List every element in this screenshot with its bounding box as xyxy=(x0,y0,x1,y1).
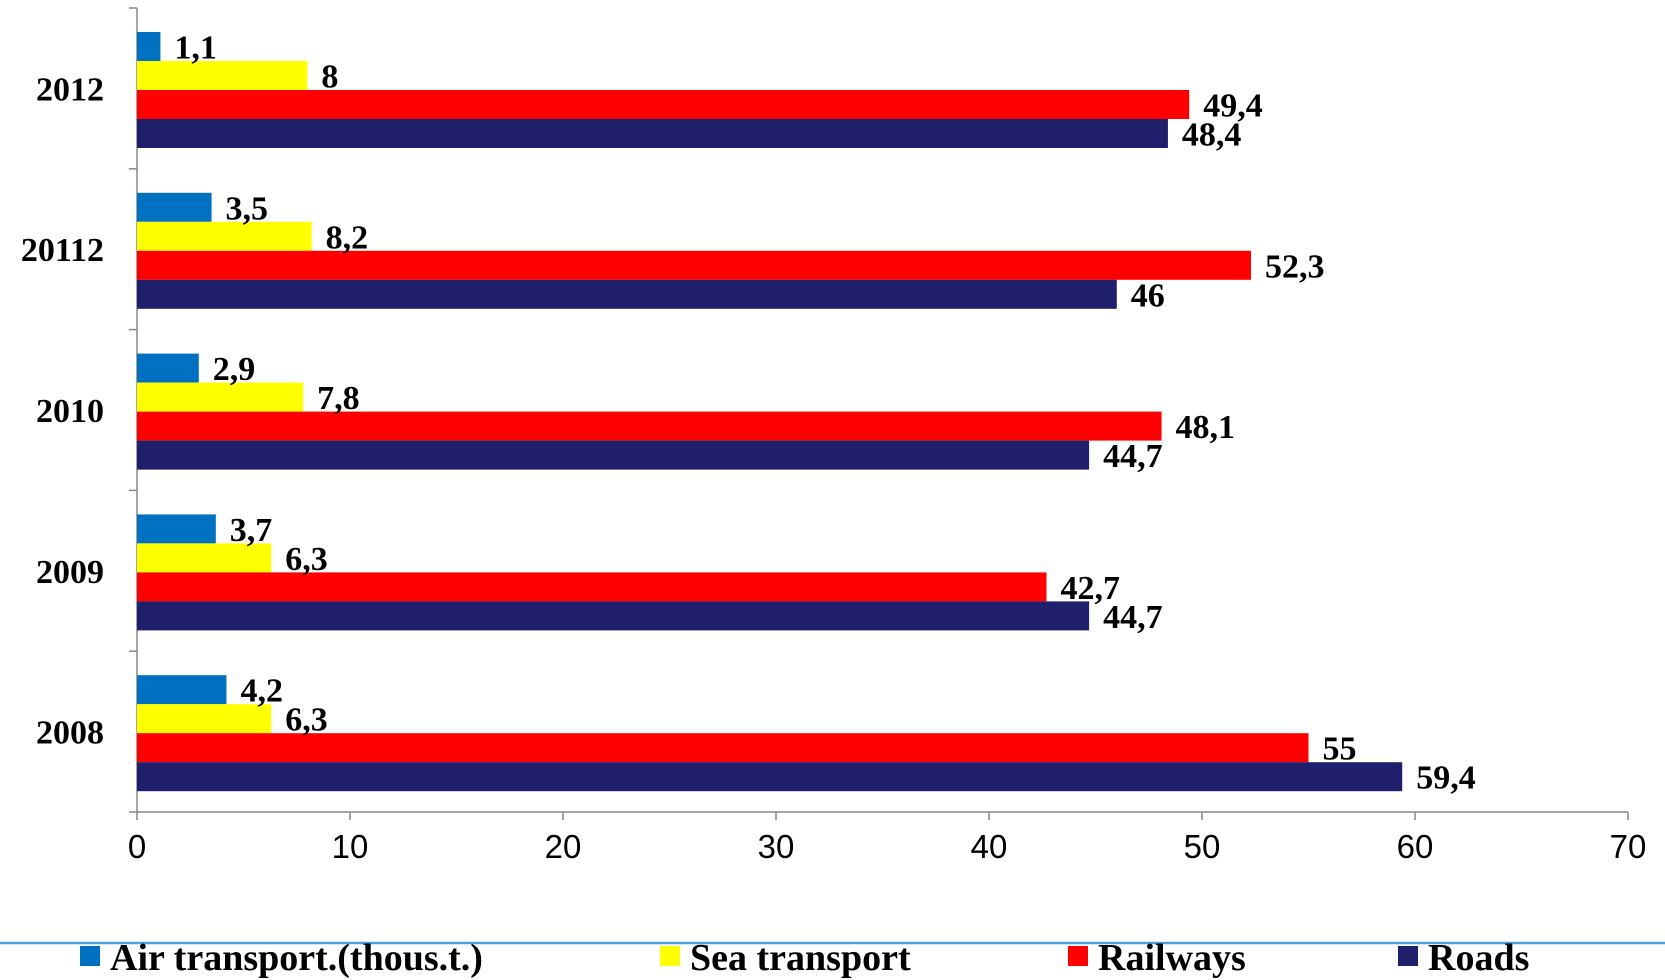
bar-sea-transport-2008 xyxy=(137,704,272,734)
data-label-sea-transport-20112: 8,2 xyxy=(326,219,369,256)
legend-label-roads: Roads xyxy=(1428,937,1529,979)
category-label-20112: 20112 xyxy=(21,232,104,269)
bar-air-transport-thous-t-2010 xyxy=(137,353,199,383)
data-label-air-transport-thous-t-2012: 1,1 xyxy=(174,30,217,67)
data-label-roads-2010: 44,7 xyxy=(1103,438,1163,475)
data-label-sea-transport-2012: 8 xyxy=(321,59,338,96)
category-label-2010: 2010 xyxy=(36,393,104,430)
data-label-railways-20112: 52,3 xyxy=(1265,248,1325,285)
x-tick-label: 60 xyxy=(1397,828,1434,865)
bar-roads-2008 xyxy=(137,762,1403,792)
data-label-air-transport-thous-t-2010: 2,9 xyxy=(213,351,256,388)
data-label-railways-2010: 48,1 xyxy=(1176,409,1236,446)
legend-swatch-roads xyxy=(1398,946,1418,966)
chart-legend: Air transport.(thous.t.) Sea transport Rai… xyxy=(0,937,1665,979)
bar-roads-20112 xyxy=(137,279,1117,309)
category-label-2009: 2009 xyxy=(36,554,104,591)
bar-roads-2010 xyxy=(137,440,1090,470)
bar-sea-transport-20112 xyxy=(137,221,312,251)
x-tick-label: 0 xyxy=(128,828,146,865)
data-label-roads-2012: 48,4 xyxy=(1182,117,1242,154)
legend-label-sea-transport: Sea transport xyxy=(690,937,911,979)
bar-sea-transport-2009 xyxy=(137,543,272,573)
bar-air-transport-thous-t-2012 xyxy=(137,32,161,61)
bar-railways-20112 xyxy=(137,250,1251,280)
bar-railways-2012 xyxy=(137,90,1190,119)
legend-swatch-railways xyxy=(1068,946,1088,966)
chart-bars xyxy=(137,32,1403,792)
data-label-railways-2009: 42,7 xyxy=(1061,570,1121,607)
legend-label-air-transport-thous-t: Air transport.(thous.t.) xyxy=(110,937,483,979)
data-label-railways-2012: 49,4 xyxy=(1203,88,1263,125)
bar-sea-transport-2010 xyxy=(137,382,304,412)
chart-axes: 0 10 20 30 40 50 60 70 xyxy=(128,7,1647,865)
data-label-roads-2008: 59,4 xyxy=(1416,760,1476,797)
bar-air-transport-thous-t-2008 xyxy=(137,675,227,705)
data-label-roads-20112: 46 xyxy=(1131,277,1165,314)
x-tick-label: 50 xyxy=(1184,828,1221,865)
bar-air-transport-thous-t-20112 xyxy=(137,192,212,222)
bar-railways-2009 xyxy=(137,572,1047,602)
bar-roads-2012 xyxy=(137,119,1168,148)
data-label-sea-transport-2010: 7,8 xyxy=(317,380,360,417)
data-label-roads-2009: 44,7 xyxy=(1103,599,1163,636)
bar-railways-2010 xyxy=(137,411,1162,441)
bar-railways-2008 xyxy=(137,733,1309,763)
data-label-sea-transport-2009: 6,3 xyxy=(285,541,328,578)
data-label-sea-transport-2008: 6,3 xyxy=(285,702,328,739)
x-tick-label: 20 xyxy=(545,828,582,865)
x-tick-label: 40 xyxy=(971,828,1008,865)
legend-label-railways: Railways xyxy=(1098,937,1246,979)
bar-sea-transport-2012 xyxy=(137,61,308,90)
legend-swatch-air-transport-thous-t xyxy=(80,946,100,966)
data-label-air-transport-thous-t-2008: 4,2 xyxy=(240,673,283,710)
legend-swatch-sea-transport xyxy=(660,946,680,966)
x-tick-label: 70 xyxy=(1610,828,1647,865)
bar-roads-2009 xyxy=(137,601,1090,631)
category-label-2008: 2008 xyxy=(36,715,104,752)
category-label-2012: 2012 xyxy=(36,71,104,108)
data-label-air-transport-thous-t-20112: 3,5 xyxy=(226,190,268,227)
x-tick-label: 30 xyxy=(758,828,795,865)
data-label-railways-2008: 55 xyxy=(1323,731,1357,768)
chart-labels: 2012 20112 2010 2009 2008 1,1 8 49,448,4 3,5 8,2 5… xyxy=(21,30,1476,797)
x-tick-label: 10 xyxy=(332,828,369,865)
data-label-air-transport-thous-t-2009: 3,7 xyxy=(230,512,273,549)
bar-air-transport-thous-t-2009 xyxy=(137,514,216,544)
